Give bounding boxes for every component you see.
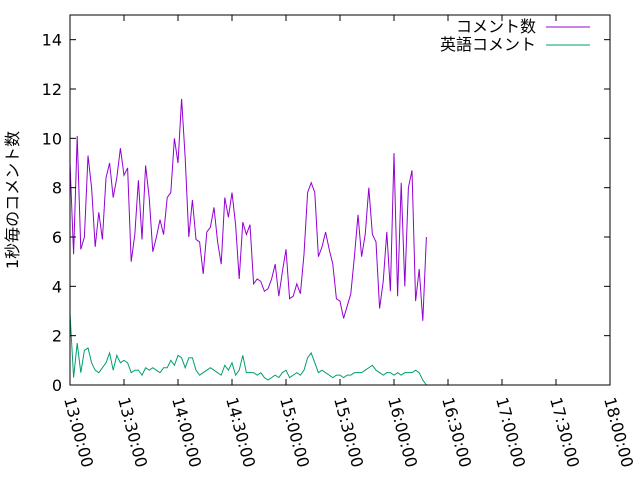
y-tick-label: 4 [52, 277, 62, 296]
x-tick-label: 13:30:00 [114, 395, 151, 469]
x-tick-label: 18:00:00 [600, 395, 637, 469]
x-tick-label: 15:00:00 [276, 395, 313, 469]
y-axis-label: 1秒毎のコメント数 [3, 131, 22, 269]
x-tick-label: 14:00:00 [168, 395, 205, 469]
legend-label-0: コメント数 [456, 17, 536, 36]
x-tick-label: 14:30:00 [222, 395, 259, 469]
x-tick-label: 16:30:00 [438, 395, 475, 469]
x-tick-label: 15:30:00 [330, 395, 367, 469]
plot-area [69, 98, 427, 386]
y-tick-label: 14 [42, 31, 62, 50]
x-tick-label: 16:00:00 [384, 395, 421, 469]
x-tick-label: 13:00:00 [60, 395, 97, 469]
y-tick-label: 10 [42, 129, 62, 148]
series-line-1 [69, 313, 427, 386]
plot-frame [69, 14, 611, 386]
y-tick-label: 6 [52, 228, 62, 247]
y-tick-label: 2 [52, 327, 62, 346]
x-axis: 13:00:00 13:30:00 14:00:00 14:30:00 15:00:00… [60, 15, 637, 469]
x-tick-label: 17:00:00 [492, 395, 529, 469]
y-tick-label: 12 [42, 80, 62, 99]
x-tick-label: 17:30:00 [546, 395, 583, 469]
y-axis: 0 2 4 6 8 10 12 14 [42, 31, 610, 395]
y-tick-label: 8 [52, 179, 62, 198]
series-line-0 [69, 98, 427, 321]
y-tick-label: 0 [52, 376, 62, 395]
legend-label-1: 英語コメント [440, 35, 536, 54]
